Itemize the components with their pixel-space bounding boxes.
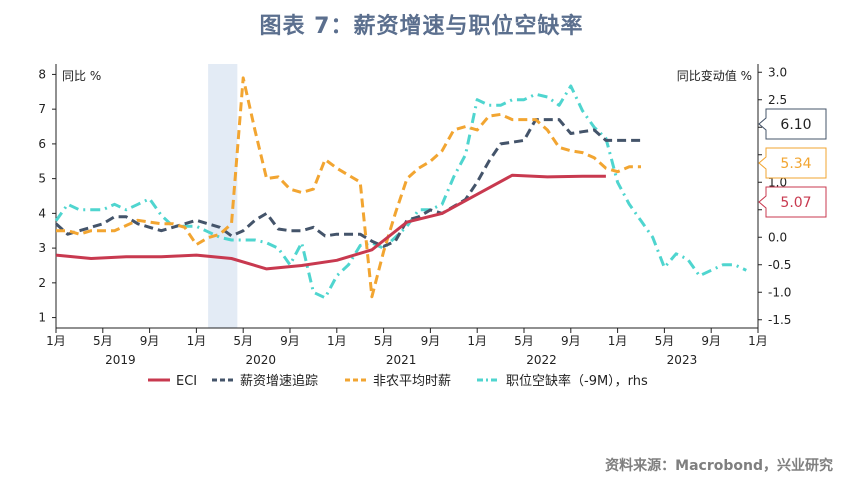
right-tick-label: -0.5 [768,258,791,272]
x-tick-label: 5月 [93,334,113,348]
left-tick-label: 4 [38,206,46,220]
x-year-label: 2022 [526,353,557,367]
end-value-label: 6.10 [780,117,811,133]
right-tick-label: -1.5 [768,313,791,327]
x-year-label: 2019 [105,353,136,367]
chart-title: 图表 7：薪资增速与职位空缺率 [259,14,584,39]
series-line [55,173,606,271]
source-note: 资料来源：Macrobond，兴业研究 [605,458,833,474]
x-year-label: 2021 [386,353,417,367]
x-tick-label: 1月 [608,334,628,348]
left-tick-label: 7 [38,102,46,116]
series-line [54,84,747,300]
series-layer [54,76,747,300]
x-tick-label: 9月 [140,334,160,348]
x-tick-label: 1月 [327,334,347,348]
legend: ECI 薪资增速追踪 非农平均时薪 职位空缺率（-9M），rhs [148,373,648,389]
x-tick-label: 1月 [467,334,487,348]
series-line [55,118,641,248]
end-value-label: 5.07 [780,195,811,211]
legend-label: ECI [176,374,197,389]
legend-label: 职位空缺率（-9M），rhs [506,373,648,389]
right-tick-label: 0.0 [768,230,787,244]
recession-band [208,64,238,328]
left-tick-label: 1 [38,311,46,325]
left-tick-label: 3 [38,241,46,255]
x-tick-label: 9月 [561,334,581,348]
x-tick-label: 1月 [187,334,207,348]
series-line [56,76,641,299]
end-value-label-box [758,186,827,218]
x-tick-label: 1月 [46,334,66,348]
right-tick-label: -1.0 [768,285,791,299]
left-axis-unit: 同比 % [62,69,101,83]
x-year-label: 2020 [245,353,276,367]
end-labels-layer: 6.10 5.34 5.07 [758,108,827,218]
recession-band-layer [208,64,238,328]
end-value-label-box [758,147,827,179]
left-tick-label: 2 [38,276,46,290]
right-tick-label: 2.5 [768,93,787,107]
x-tick-label: 5月 [233,334,253,348]
x-tick-label: 5月 [374,334,394,348]
axes-layer: 12345678-1.5-1.0-0.50.00.51.01.52.02.53.… [38,64,791,367]
x-year-label: 2023 [667,353,698,367]
legend-label: 非农平均时薪 [373,374,451,389]
left-tick-label: 8 [38,67,46,81]
left-tick-label: 6 [38,137,46,151]
x-tick-label: 9月 [701,334,721,348]
x-tick-label: 5月 [655,334,675,348]
left-tick-label: 5 [38,172,46,186]
right-tick-label: 1.0 [768,175,787,189]
x-tick-label: 9月 [280,334,300,348]
end-value-label-box [758,108,827,140]
x-tick-label: 5月 [514,334,534,348]
right-tick-label: 3.0 [768,65,787,79]
legend-label: 薪资增速追踪 [240,373,318,389]
x-tick-label: 1月 [748,334,768,348]
x-tick-label: 9月 [421,334,441,348]
end-value-label: 5.34 [780,156,811,172]
right-axis-unit: 同比变动值 % [677,68,752,83]
